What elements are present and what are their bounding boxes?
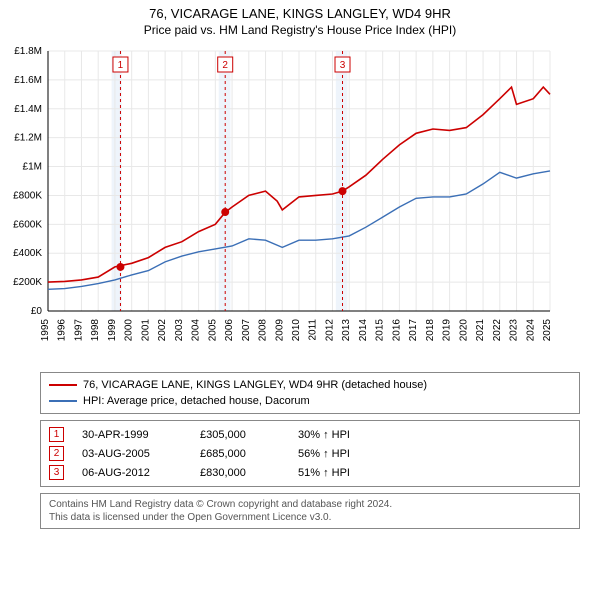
- sale-date: 06-AUG-2012: [82, 467, 182, 479]
- svg-text:2: 2: [222, 60, 228, 71]
- sale-marker-icon: 3: [49, 465, 64, 480]
- svg-text:2003: 2003: [174, 319, 185, 342]
- svg-text:£200K: £200K: [13, 277, 42, 288]
- svg-text:2016: 2016: [391, 319, 402, 342]
- sale-delta: 30% ↑ HPI: [298, 429, 350, 441]
- svg-text:2014: 2014: [358, 319, 369, 342]
- svg-text:£1.8M: £1.8M: [14, 46, 42, 57]
- svg-text:2008: 2008: [258, 319, 269, 342]
- svg-text:£400K: £400K: [13, 248, 42, 259]
- svg-text:2023: 2023: [509, 319, 520, 342]
- legend-row: 76, VICARAGE LANE, KINGS LANGLEY, WD4 9H…: [49, 377, 571, 393]
- sale-date: 03-AUG-2005: [82, 448, 182, 460]
- svg-text:£0: £0: [31, 306, 43, 317]
- sale-marker-icon: 1: [49, 427, 64, 442]
- svg-text:2017: 2017: [408, 319, 419, 342]
- svg-text:£800K: £800K: [13, 190, 42, 201]
- svg-text:1996: 1996: [57, 319, 68, 342]
- svg-text:3: 3: [340, 60, 346, 71]
- svg-text:£1.2M: £1.2M: [14, 133, 42, 144]
- footer-box: Contains HM Land Registry data © Crown c…: [40, 493, 580, 529]
- svg-text:2000: 2000: [124, 319, 135, 342]
- svg-text:£1M: £1M: [23, 162, 42, 173]
- svg-text:2018: 2018: [425, 319, 436, 342]
- sale-row: 3 06-AUG-2012 £830,000 51% ↑ HPI: [49, 463, 571, 482]
- svg-text:2021: 2021: [475, 319, 486, 342]
- legend-label: HPI: Average price, detached house, Daco…: [83, 395, 310, 407]
- svg-text:2005: 2005: [207, 319, 218, 342]
- chart-titles: 76, VICARAGE LANE, KINGS LANGLEY, WD4 9H…: [0, 6, 600, 37]
- svg-text:2024: 2024: [525, 319, 536, 342]
- svg-text:1999: 1999: [107, 319, 118, 342]
- svg-text:1: 1: [118, 60, 124, 71]
- svg-text:2004: 2004: [191, 319, 202, 342]
- footer-line1: Contains HM Land Registry data © Crown c…: [49, 498, 571, 511]
- chart-area: £0 £200K £400K £600K £800K £1M £1.2M £1.4M £1.6M…: [0, 41, 600, 366]
- svg-text:2002: 2002: [157, 319, 168, 342]
- legend-swatch: [49, 384, 77, 386]
- legend-label: 76, VICARAGE LANE, KINGS LANGLEY, WD4 9H…: [83, 379, 427, 391]
- sale-date: 30-APR-1999: [82, 429, 182, 441]
- svg-text:2012: 2012: [324, 319, 335, 342]
- sale-price: £685,000: [200, 448, 280, 460]
- svg-text:1997: 1997: [73, 319, 84, 342]
- sale-price: £830,000: [200, 467, 280, 479]
- chart-svg: £0 £200K £400K £600K £800K £1M £1.2M £1.4M £1.6M…: [0, 41, 560, 361]
- svg-text:2007: 2007: [241, 319, 252, 342]
- svg-text:£1.6M: £1.6M: [14, 75, 42, 86]
- svg-text:2015: 2015: [375, 319, 386, 342]
- svg-text:£1.4M: £1.4M: [14, 104, 42, 115]
- svg-text:1995: 1995: [40, 319, 51, 342]
- svg-text:2025: 2025: [542, 319, 553, 342]
- footer-line2: This data is licensed under the Open Gov…: [49, 511, 571, 524]
- title-line2: Price paid vs. HM Land Registry's House …: [0, 23, 600, 37]
- svg-text:2022: 2022: [492, 319, 503, 342]
- svg-text:2009: 2009: [274, 319, 285, 342]
- sale-row: 2 03-AUG-2005 £685,000 56% ↑ HPI: [49, 444, 571, 463]
- sale-delta: 56% ↑ HPI: [298, 448, 350, 460]
- legend-row: HPI: Average price, detached house, Daco…: [49, 393, 571, 409]
- sale-marker-icon: 2: [49, 446, 64, 461]
- sale-row: 1 30-APR-1999 £305,000 30% ↑ HPI: [49, 425, 571, 444]
- svg-text:2019: 2019: [442, 319, 453, 342]
- legend-swatch: [49, 400, 77, 402]
- svg-text:2001: 2001: [140, 319, 151, 342]
- sales-box: 1 30-APR-1999 £305,000 30% ↑ HPI 2 03-AUG-200…: [40, 420, 580, 487]
- sale-price: £305,000: [200, 429, 280, 441]
- svg-text:2010: 2010: [291, 319, 302, 342]
- sale-delta: 51% ↑ HPI: [298, 467, 350, 479]
- svg-text:1998: 1998: [90, 319, 101, 342]
- svg-text:2006: 2006: [224, 319, 235, 342]
- svg-text:2011: 2011: [308, 319, 319, 341]
- svg-text:£600K: £600K: [13, 219, 42, 230]
- svg-text:2020: 2020: [458, 319, 469, 342]
- svg-text:2013: 2013: [341, 319, 352, 342]
- legend-box: 76, VICARAGE LANE, KINGS LANGLEY, WD4 9H…: [40, 372, 580, 414]
- title-line1: 76, VICARAGE LANE, KINGS LANGLEY, WD4 9H…: [0, 6, 600, 21]
